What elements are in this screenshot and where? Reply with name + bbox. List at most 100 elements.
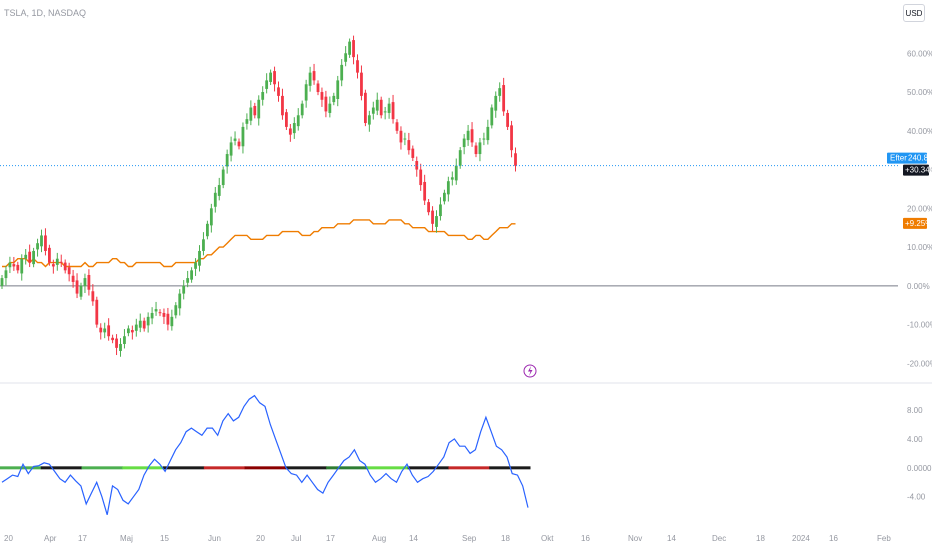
x-tick-label: Jul — [291, 534, 301, 543]
candle-body — [395, 122, 399, 131]
candle-body — [127, 328, 130, 334]
price-value-tag: 240.84 — [908, 154, 932, 163]
osc-zero-segment — [81, 466, 123, 470]
candle-body — [387, 103, 391, 113]
candle-body — [138, 320, 142, 328]
candle-body — [20, 258, 24, 274]
candle-body — [411, 148, 415, 158]
candle-body — [99, 327, 103, 333]
candle-body — [344, 53, 348, 62]
candle-body — [427, 202, 430, 213]
candle-body — [166, 313, 170, 325]
osc-y-tick-label: 0.0000 — [907, 464, 932, 473]
osc-y-tick-label: 8.00 — [907, 406, 923, 415]
candle-body — [48, 247, 51, 263]
candle-body — [186, 278, 190, 283]
candle-body — [340, 64, 344, 81]
candle-body — [498, 88, 502, 96]
candle-body — [490, 107, 494, 126]
candle-body — [450, 177, 454, 180]
candle-body — [458, 150, 462, 166]
osc-y-tick-label: -4.00 — [907, 493, 926, 502]
candle-body — [67, 267, 71, 275]
x-tick-label: 2024 — [792, 534, 810, 543]
currency-button[interactable]: USD — [903, 4, 925, 22]
x-tick-label: 20 — [4, 534, 13, 543]
candle-body — [308, 72, 312, 86]
candle-body — [115, 338, 118, 348]
candle-body — [486, 126, 490, 141]
candle-body — [146, 316, 150, 326]
candle-body — [348, 41, 351, 55]
candle-body — [24, 254, 28, 259]
x-tick-label: Apr — [44, 534, 57, 543]
candle-body — [107, 325, 111, 337]
x-tick-label: Okt — [541, 534, 554, 543]
candle-body — [364, 92, 367, 124]
x-tick-label: 18 — [501, 534, 510, 543]
candle-body — [269, 72, 272, 82]
candle-body — [320, 92, 324, 100]
y-tick-label: 0.00% — [907, 282, 930, 291]
percent-tag-text: +30.34% — [905, 166, 932, 175]
candle-body — [221, 169, 225, 186]
candle-body — [229, 142, 233, 156]
candle-body — [371, 107, 375, 114]
candle-body — [514, 153, 517, 166]
candle-body — [12, 264, 16, 267]
candle-body — [44, 235, 47, 251]
y-tick-label: 50.00% — [907, 88, 932, 97]
candle-body — [245, 119, 249, 124]
candle-body — [470, 129, 474, 143]
candle-body — [324, 96, 328, 112]
x-tick-label: 16 — [829, 534, 838, 543]
candle-body — [446, 181, 450, 195]
candle-body — [336, 80, 340, 99]
oscillator-line — [1, 394, 529, 515]
candle-body — [478, 142, 482, 155]
y-tick-label: 10.00% — [907, 243, 932, 252]
osc-zero-segment — [407, 466, 449, 470]
percent-tag — [903, 164, 929, 176]
candle-body — [419, 169, 423, 186]
candle-body — [79, 285, 83, 297]
x-tick-label: 14 — [667, 534, 676, 543]
candle-body — [462, 138, 466, 148]
candle-body — [360, 72, 363, 96]
x-tick-label: 17 — [78, 534, 87, 543]
candle-body — [16, 264, 20, 271]
symbol-title: TSLA, 1D, NASDAQ — [4, 8, 87, 18]
candle-body — [431, 210, 434, 224]
candle-body — [296, 115, 300, 127]
candle-body — [170, 316, 174, 327]
candle-body — [28, 251, 32, 263]
candle-body — [379, 99, 383, 116]
y-tick-label: 60.00% — [907, 49, 932, 58]
candle-body — [182, 285, 186, 294]
candle-body — [415, 161, 419, 170]
candle-body — [407, 140, 411, 151]
candle-body — [332, 95, 336, 103]
y-tick-label: 20.00% — [907, 204, 932, 213]
candle-body — [237, 141, 241, 147]
candle-body — [454, 165, 458, 181]
candle-body — [304, 84, 308, 101]
candle-body — [375, 99, 379, 111]
candle-body — [277, 87, 280, 96]
candle-body — [316, 83, 320, 93]
candle-body — [0, 278, 4, 286]
osc-zero-segment — [285, 466, 327, 470]
candle-body — [206, 223, 209, 237]
candle-body — [63, 262, 67, 271]
x-tick-label: Nov — [628, 534, 642, 543]
y-tick-label: -10.00% — [907, 321, 932, 330]
x-tick-label: 15 — [160, 534, 169, 543]
osc-zero-segment — [326, 466, 368, 470]
x-tick-label: Jun — [208, 534, 221, 543]
lightning-icon[interactable] — [523, 364, 537, 378]
candle-body — [134, 324, 138, 331]
candle-body — [51, 264, 55, 267]
candle-body — [87, 274, 91, 290]
candle-body — [399, 130, 403, 143]
